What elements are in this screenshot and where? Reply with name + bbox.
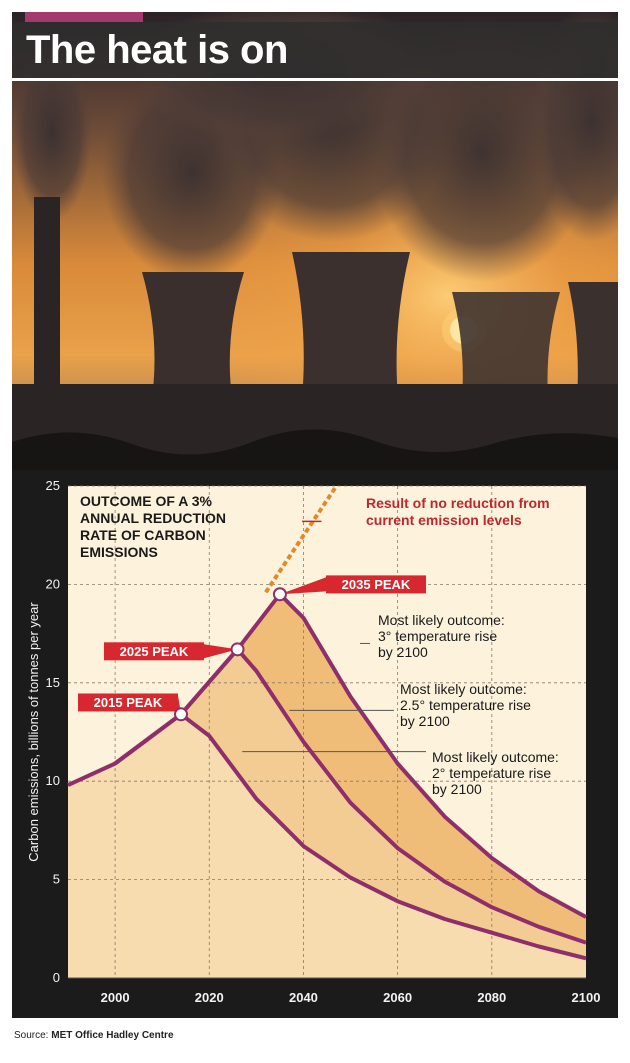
no-reduction-annotation: Result of no reduction from — [366, 495, 550, 511]
x-tick-label: 2080 — [477, 990, 506, 1005]
gridlines — [68, 485, 586, 979]
series-curves — [67, 484, 587, 961]
area-bands — [68, 594, 586, 978]
outcome-2-annotation: Most likely outcome: — [432, 749, 559, 765]
accent-bar — [25, 12, 143, 22]
peak-pointer — [204, 644, 238, 659]
outcome-25-annotation: 2.5° temperature rise — [400, 697, 531, 713]
series-2035-peak — [113, 592, 587, 919]
x-tick-label: 2000 — [101, 990, 130, 1005]
peak-label-box — [326, 575, 426, 594]
no-reduction-annotation: current emission levels — [366, 512, 522, 528]
source-label: Source: — [14, 1030, 49, 1041]
outcome-3-annotation: by 2100 — [378, 644, 428, 660]
peak-label: 2035 PEAK — [342, 577, 411, 592]
peak-label: 2015 PEAK — [94, 695, 163, 710]
y-tick-label: 15 — [46, 675, 60, 690]
series-no-reduction — [264, 484, 339, 594]
outcome-25-annotation: by 2100 — [400, 713, 450, 729]
headline: The heat is on — [26, 28, 288, 72]
y-tick-label: 10 — [46, 773, 60, 788]
peak-label: 2025 PEAK — [120, 644, 189, 659]
band-2015 — [68, 714, 586, 978]
outcome-3-annotation: 3° temperature rise — [378, 628, 497, 644]
y-tick-label: 0 — [53, 970, 60, 985]
x-tick-label: 2060 — [383, 990, 412, 1005]
y-tick-label: 20 — [46, 576, 60, 591]
x-tick-label: 2100 — [572, 990, 601, 1005]
x-tick-labels: 2000 2020 2040 2060 2080 2100 — [101, 990, 601, 1005]
chart-title-line: OUTCOME OF A 3% — [80, 493, 213, 509]
outcome-3-annotation: Most likely outcome: — [378, 612, 505, 628]
peak-marker — [174, 707, 189, 722]
headline-strip — [12, 22, 618, 78]
headline-rule — [12, 78, 618, 81]
source-line: Source: MET Office Hadley Centre — [14, 1030, 174, 1041]
chart-title-line: ANNUAL REDUCTION — [80, 510, 226, 526]
y-axis-label: Carbon emissions, billions of tonnes per… — [26, 602, 41, 862]
x-tick-label: 2020 — [195, 990, 224, 1005]
peak-marker — [272, 587, 287, 602]
peak-label-box — [104, 642, 204, 661]
peak-markers: 2015 PEAK 2025 PEAK 2035 PEAK — [78, 575, 426, 722]
y-tick-labels: 0 5 10 15 20 25 — [46, 478, 60, 985]
y-tick-label: 5 — [53, 872, 60, 887]
peak-marker — [230, 642, 245, 657]
emissions-chart: 0 5 10 15 20 25 2000 2020 2040 2060 2080 2100 Carb… — [12, 470, 618, 1018]
chart-title-line: RATE OF CARBON — [80, 527, 206, 543]
y-tick-label: 25 — [46, 478, 60, 493]
x-tick-label: 2040 — [289, 990, 318, 1005]
band-2035 — [237, 594, 586, 943]
band-2025 — [181, 649, 586, 959]
outcome-25-annotation: Most likely outcome: — [400, 681, 527, 697]
source-name: MET Office Hadley Centre — [51, 1030, 174, 1041]
chart-title-line: EMISSIONS — [80, 544, 158, 560]
outcome-2-annotation: by 2100 — [432, 781, 482, 797]
peak-label-box — [78, 693, 178, 712]
outcome-2-annotation: 2° temperature rise — [432, 765, 551, 781]
emissions-chart-svg: 0 5 10 15 20 25 2000 2020 2040 2060 2080 2100 Carb… — [26, 478, 601, 1005]
